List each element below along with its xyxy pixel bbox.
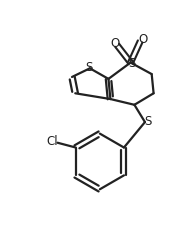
Text: S: S	[86, 61, 93, 74]
Text: Cl: Cl	[46, 135, 58, 148]
Text: S: S	[128, 57, 135, 70]
Text: O: O	[138, 33, 148, 46]
Text: O: O	[110, 37, 119, 50]
Text: S: S	[145, 115, 152, 128]
